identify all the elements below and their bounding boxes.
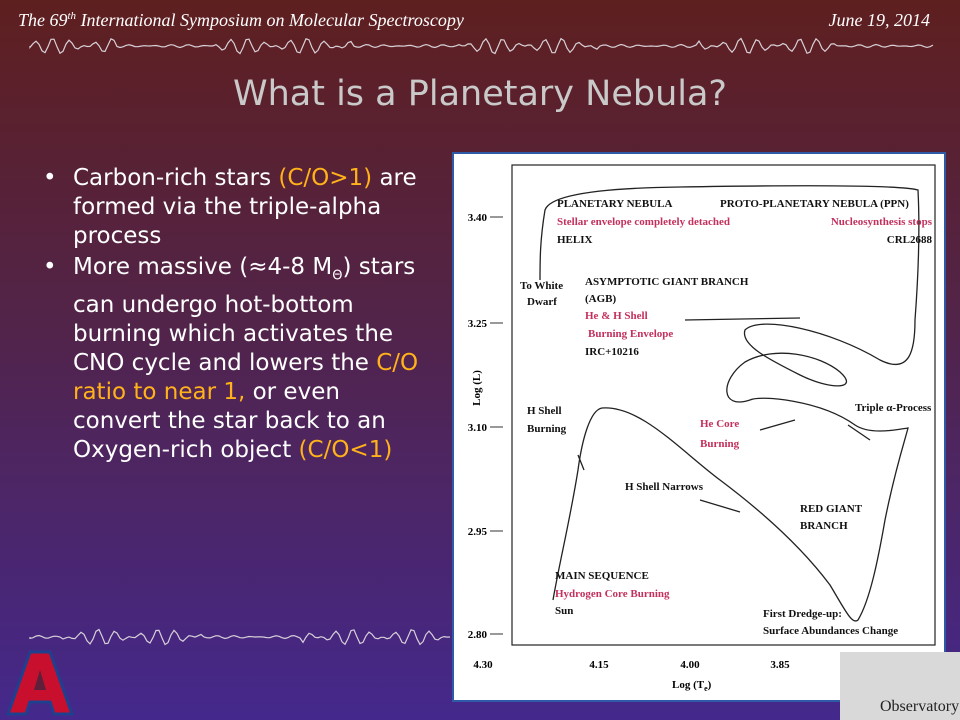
bullet-text: Θ (332, 268, 343, 284)
figure-label: H Shell (527, 405, 562, 417)
x-axis-label: Log (Te) (672, 679, 712, 693)
y-tick-label: 3.40 (468, 212, 488, 224)
figure-label: RED GIANT (800, 503, 863, 515)
y-tick-label: 2.80 (468, 629, 488, 641)
figure-label: Surface Abundances Change (763, 625, 898, 637)
figure-label: To White (520, 280, 563, 292)
figure-label: BRANCH (800, 520, 848, 532)
y-tick-label: 2.95 (468, 526, 488, 538)
bullet: More massive (≈4-8 MΘ) stars can undergo… (40, 253, 428, 465)
figure-label: ASYMPTOTIC GIANT BRANCH (585, 276, 749, 288)
header-left: The 69th International Symposium on Mole… (18, 10, 464, 31)
figure-label: Dwarf (527, 296, 557, 308)
figure-label: First Dredge-up: (763, 608, 842, 620)
figure-label: IRC+10216 (585, 346, 639, 358)
figure-label: Nucleosynthesis stops (831, 216, 933, 228)
figure-label: PLANETARY NEBULA (557, 198, 672, 210)
bullet-list: Carbon-rich stars (C/O>1) are formed via… (40, 164, 428, 467)
x-tick-label: 4.30 (473, 659, 493, 671)
y-tick-label: 3.10 (468, 422, 488, 434)
figure-label: Hydrogen Core Burning (555, 588, 670, 600)
x-tick-label: 3.85 (770, 659, 790, 671)
bullet-text: ) stars can undergo hot-bottom burning w… (73, 254, 416, 376)
figure-label: Sun (555, 605, 573, 617)
figure-label: MAIN SEQUENCE (555, 570, 649, 582)
y-axis-label: Log (L) (471, 370, 483, 406)
y-tick-label: 3.25 (468, 318, 488, 330)
figure-label: Stellar envelope completely detached (557, 216, 730, 228)
bullet-text: (C/O>1) (278, 165, 373, 191)
figure-label: Burning (700, 438, 740, 450)
figure-label: PROTO-PLANETARY NEBULA (PPN) (720, 198, 909, 210)
x-axis-label-part: e (704, 684, 708, 693)
bullet-text: Carbon-rich stars (73, 165, 279, 191)
figure-label: CRL2688 (887, 234, 933, 246)
figure-label: H Shell Narrows (625, 481, 704, 493)
x-axis-label-part: ) (708, 679, 712, 691)
x-tick-label: 4.00 (680, 659, 700, 671)
x-axis-label-part: Log (T (672, 679, 705, 691)
squiggle-line (29, 628, 451, 646)
observatory-text: Observatory (880, 698, 960, 715)
figure: 3.403.253.102.952.804.304.154.003.853.60… (452, 152, 946, 702)
figure-label: He Core (700, 418, 739, 430)
figure-label: Burning (527, 423, 567, 435)
logo-hole (34, 670, 46, 690)
header-date: June 19, 2014 (828, 10, 930, 30)
header-sup: th (67, 10, 77, 22)
bullet-text: (C/O<1) (298, 436, 393, 463)
header-text: International Symposium on Molecular Spe… (76, 10, 464, 30)
figure-label: Burning Envelope (588, 328, 673, 340)
observatory-badge: Observatory (840, 652, 960, 720)
plot-frame (511, 164, 936, 646)
evolution-track (539, 185, 920, 622)
figure-label: HELIX (557, 234, 593, 246)
bullet-text: More massive (≈4-8 M (73, 254, 333, 280)
header-text: The 69 (18, 10, 68, 30)
squiggle-line (29, 37, 934, 55)
bullet: Carbon-rich stars (C/O>1) are formed via… (40, 164, 428, 251)
figure-label: Triple α-Process (855, 402, 932, 414)
slide-title: What is a Planetary Nebula? (233, 74, 727, 114)
logo (5, 650, 75, 716)
figure-label: (AGB) (585, 293, 617, 305)
bullet-text: or even convert the star back to an Oxyg… (73, 378, 386, 463)
figure-label: He & H Shell (585, 310, 648, 322)
x-tick-label: 4.15 (589, 659, 609, 671)
bullet-text: are formed via the triple-alpha process (73, 165, 417, 249)
bullet-text: C/O ratio to near 1, (73, 349, 419, 405)
